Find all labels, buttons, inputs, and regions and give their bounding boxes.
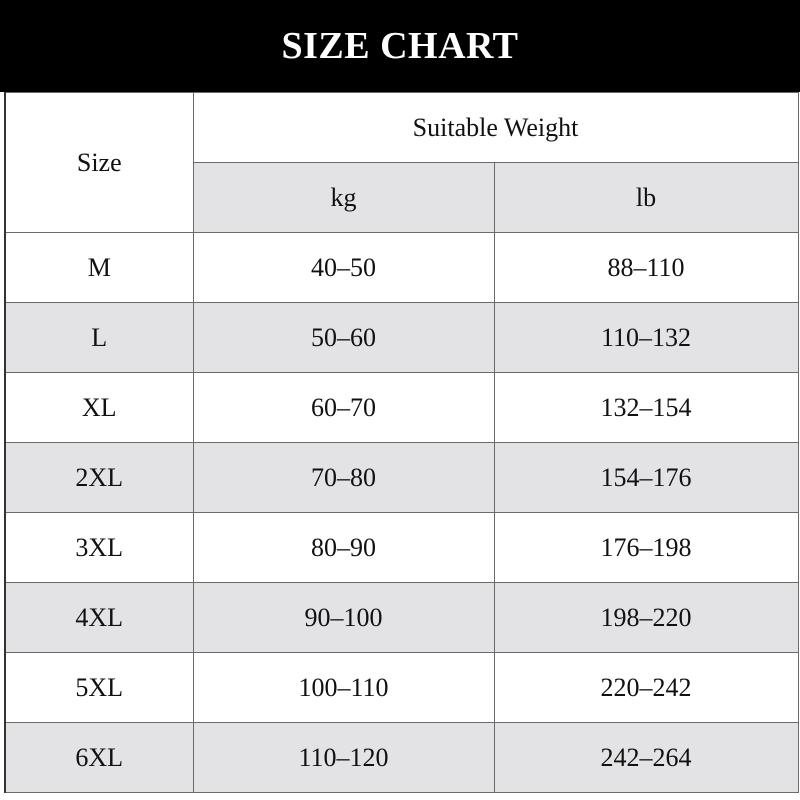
- kg-header: kg: [192, 162, 495, 233]
- header-row: Size Suitable Weight: [4, 92, 799, 233]
- lb-cell: 88–110: [493, 232, 799, 303]
- lb-cell: 176–198: [493, 512, 799, 583]
- size-cell: 6XL: [4, 722, 194, 793]
- lb-cell: 198–220: [493, 582, 799, 653]
- table-row: M 40–50 88–110: [4, 232, 799, 303]
- kg-cell: 80–90: [192, 512, 495, 583]
- table-row: XL 60–70 132–154: [4, 372, 799, 443]
- size-table: Size Suitable Weight kg lb M 40–50 88–110 L…: [4, 92, 799, 793]
- size-cell: 4XL: [4, 582, 194, 653]
- kg-cell: 100–110: [192, 652, 495, 723]
- lb-cell: 132–154: [493, 372, 799, 443]
- table-row: 3XL 80–90 176–198: [4, 512, 799, 583]
- lb-cell: 242–264: [493, 722, 799, 793]
- lb-cell: 154–176: [493, 442, 799, 513]
- kg-cell: 50–60: [192, 302, 495, 373]
- kg-cell: 90–100: [192, 582, 495, 653]
- size-cell: M: [4, 232, 194, 303]
- chart-title: SIZE CHART: [0, 0, 800, 92]
- table-row: 2XL 70–80 154–176: [4, 442, 799, 513]
- size-cell: L: [4, 302, 194, 373]
- lb-cell: 110–132: [493, 302, 799, 373]
- size-cell: 3XL: [4, 512, 194, 583]
- table-row: L 50–60 110–132: [4, 302, 799, 373]
- table-row: 5XL 100–110 220–242: [4, 652, 799, 723]
- size-cell: 5XL: [4, 652, 194, 723]
- weight-header: Suitable Weight: [192, 92, 799, 163]
- table-row: 6XL 110–120 242–264: [4, 722, 799, 793]
- lb-header: lb: [493, 162, 799, 233]
- kg-cell: 60–70: [192, 372, 495, 443]
- kg-cell: 110–120: [192, 722, 495, 793]
- size-header: Size: [4, 92, 194, 233]
- size-cell: 2XL: [4, 442, 194, 513]
- kg-cell: 40–50: [192, 232, 495, 303]
- size-cell: XL: [4, 372, 194, 443]
- lb-cell: 220–242: [493, 652, 799, 723]
- unit-header-row: kg lb: [5, 162, 799, 233]
- table-row: 4XL 90–100 198–220: [4, 582, 799, 653]
- kg-cell: 70–80: [192, 442, 495, 513]
